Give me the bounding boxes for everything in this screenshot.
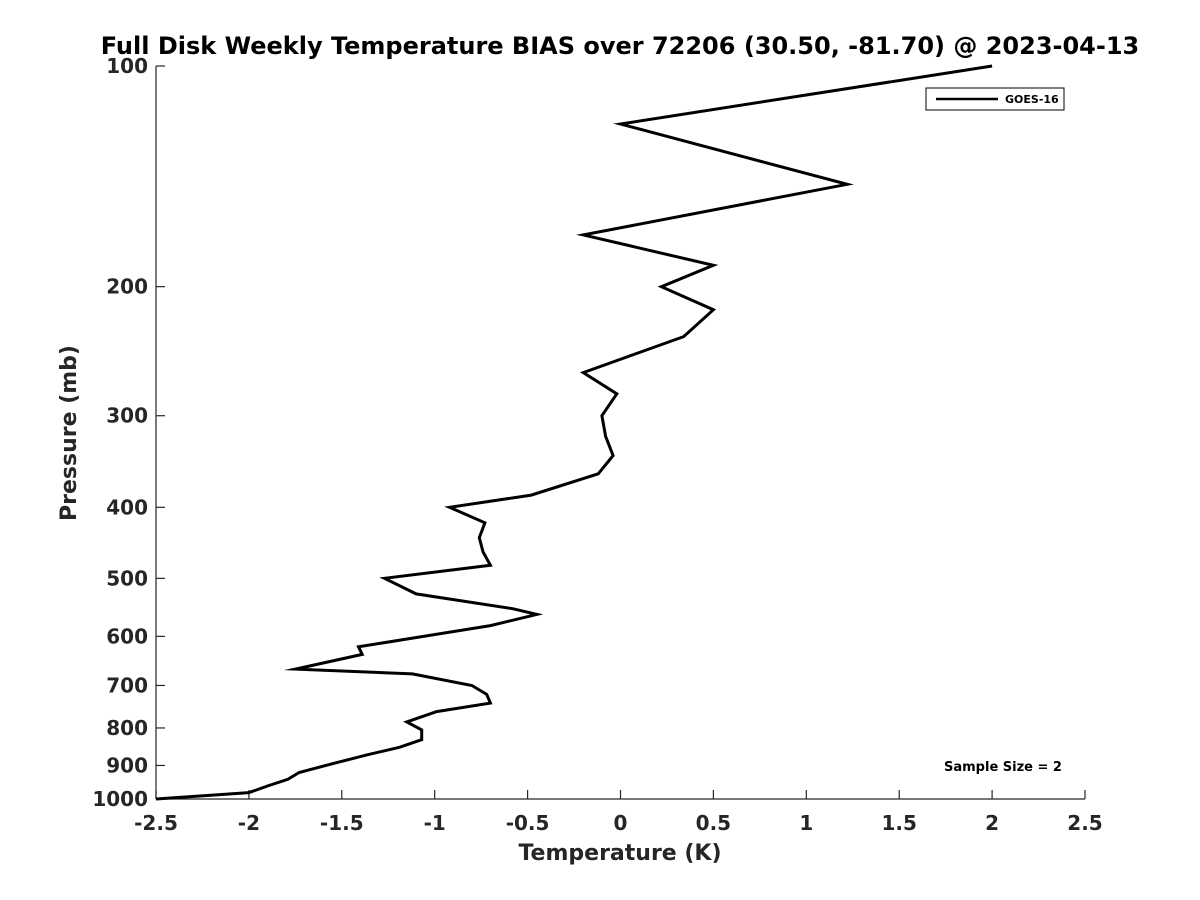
legend: GOES-16	[925, 87, 1065, 111]
y-axis-label: Pressure (mb)	[57, 345, 82, 521]
y-tick-label: 600	[106, 624, 148, 648]
y-tick-label: 1000	[92, 787, 148, 811]
y-tick-label: 500	[106, 566, 148, 590]
plot-axes	[155, 66, 1085, 800]
x-tick-label: -2	[238, 811, 260, 835]
axis-ticks: -2.5 -2 -1.5 -1 -0.5 0 0.5 1 1.5 2 2.5 100 200 300 400…	[92, 54, 1102, 835]
x-tick-label: 0	[614, 811, 628, 835]
series-line-goes-16	[155, 64, 993, 801]
y-tick-label: 200	[106, 275, 148, 299]
x-tick-label: -1.5	[320, 811, 364, 835]
y-tick-label: 900	[106, 753, 148, 777]
legend-label-goes-16: GOES-16	[1005, 93, 1059, 106]
y-tick-label: 800	[106, 716, 148, 740]
x-axis-label: Temperature (K)	[518, 841, 721, 866]
x-tick-label: -0.5	[506, 811, 550, 835]
x-tick-label: 0.5	[696, 811, 731, 835]
sample-size-note: Sample Size = 2	[944, 760, 1062, 775]
y-tick-label: 700	[106, 673, 148, 697]
x-tick-label: 1	[799, 811, 813, 835]
x-tick-label: 2.5	[1067, 811, 1102, 835]
chart-title: Full Disk Weekly Temperature BIAS over 7…	[101, 32, 1140, 60]
x-tick-label: 1.5	[881, 811, 916, 835]
x-tick-label: 2	[985, 811, 999, 835]
y-tick-label: 400	[106, 495, 148, 519]
y-tick-label: 300	[106, 404, 148, 428]
data-series	[155, 64, 993, 801]
y-tick-label: 100	[106, 54, 148, 78]
x-tick-label: -2.5	[134, 811, 178, 835]
x-tick-label: -1	[424, 811, 446, 835]
